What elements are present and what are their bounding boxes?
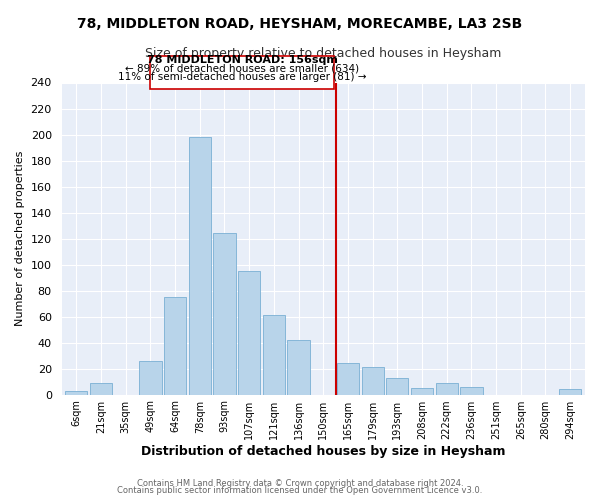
Bar: [263, 316, 285, 394]
Bar: [139, 361, 161, 394]
FancyBboxPatch shape: [151, 56, 334, 89]
Bar: [411, 388, 433, 394]
Bar: [90, 383, 112, 394]
Bar: [188, 137, 211, 394]
Bar: [214, 234, 236, 394]
Bar: [65, 390, 88, 394]
Text: 78, MIDDLETON ROAD, HEYSHAM, MORECAMBE, LA3 2SB: 78, MIDDLETON ROAD, HEYSHAM, MORECAMBE, …: [77, 18, 523, 32]
Bar: [287, 340, 310, 394]
Bar: [436, 383, 458, 394]
Title: Size of property relative to detached houses in Heysham: Size of property relative to detached ho…: [145, 48, 502, 60]
Text: Contains HM Land Registry data © Crown copyright and database right 2024.: Contains HM Land Registry data © Crown c…: [137, 478, 463, 488]
Bar: [386, 378, 409, 394]
Bar: [164, 297, 186, 394]
Text: ← 89% of detached houses are smaller (634): ← 89% of detached houses are smaller (63…: [125, 63, 359, 73]
Y-axis label: Number of detached properties: Number of detached properties: [15, 151, 25, 326]
Bar: [362, 368, 384, 394]
Text: Contains public sector information licensed under the Open Government Licence v3: Contains public sector information licen…: [118, 486, 482, 495]
Text: 78 MIDDLETON ROAD: 156sqm: 78 MIDDLETON ROAD: 156sqm: [146, 56, 337, 66]
Bar: [238, 271, 260, 394]
Bar: [559, 390, 581, 394]
Text: 11% of semi-detached houses are larger (81) →: 11% of semi-detached houses are larger (…: [118, 72, 366, 83]
Bar: [337, 364, 359, 394]
X-axis label: Distribution of detached houses by size in Heysham: Distribution of detached houses by size …: [141, 444, 506, 458]
Bar: [460, 387, 482, 394]
